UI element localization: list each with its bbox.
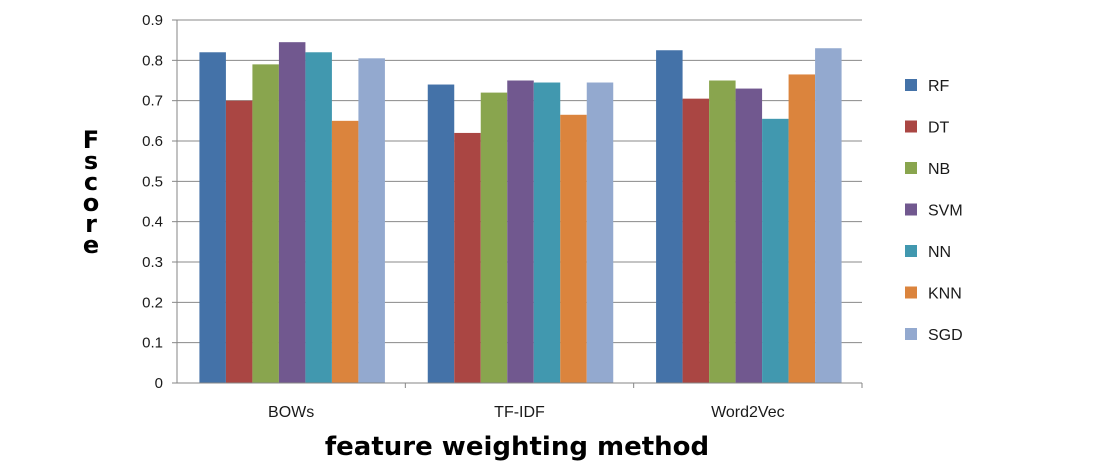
bar-dt-word2vec — [682, 98, 710, 384]
bar-nn-word2vec — [762, 118, 789, 384]
legend-label-nn: NN — [928, 244, 951, 261]
bar-rf-bows — [199, 52, 226, 384]
legend-label-sgd: SGD — [928, 327, 963, 344]
y-tick-label: 0.4 — [142, 214, 163, 231]
y-axis-title-letter: s — [84, 147, 98, 175]
y-tick-label: 0.3 — [142, 254, 163, 271]
legend-swatch-dt — [905, 120, 917, 133]
bar-svm-bows — [278, 42, 306, 383]
bar-nn-bows — [305, 52, 332, 384]
legend-swatch-svm — [905, 203, 917, 216]
bar-rf-tf-idf — [427, 84, 455, 384]
y-tick-label: 0.5 — [142, 173, 163, 190]
bar-svm-word2vec — [735, 88, 763, 384]
y-axis-title-letter: e — [83, 231, 99, 259]
bar-dt-bows — [225, 100, 253, 384]
legend-label-dt: DT — [928, 120, 950, 137]
y-tick-labels: 0 0.1 0.2 0.3 0.4 0.5 0.6 0.7 0.8 0.9 — [142, 12, 177, 392]
y-tick-label: 0.2 — [142, 294, 163, 311]
bar-sgd-tf-idf — [586, 82, 614, 384]
x-tick-label: Word2Vec — [711, 404, 785, 421]
y-axis-title-letter: o — [83, 189, 100, 217]
y-tick-label: 0 — [155, 375, 163, 392]
legend-label-knn: KNN — [928, 286, 962, 303]
x-tick-label: TF-IDF — [494, 404, 545, 421]
x-axis-title: feature weighting method — [325, 432, 709, 462]
bar-nb-tf-idf — [480, 92, 508, 383]
y-tick-label: 0.7 — [142, 93, 163, 110]
bar-knn-word2vec — [788, 74, 816, 383]
y-axis-title-letter: r — [85, 210, 97, 238]
legend-label-rf: RF — [928, 78, 950, 95]
y-axis-title-letter: c — [84, 168, 98, 196]
bar-sgd-bows — [358, 58, 385, 384]
bar-dt-tf-idf — [454, 132, 481, 383]
x-tick-labels: BOWs TF-IDF Word2Vec — [268, 383, 863, 421]
bar-rf-word2vec — [656, 50, 683, 383]
legend-swatch-nn — [905, 245, 917, 257]
axes — [176, 20, 862, 384]
legend-swatch-rf — [905, 79, 917, 91]
legend-swatch-knn — [905, 286, 917, 299]
legend-label-svm: SVM — [928, 203, 963, 220]
legend: RF DT NB SVM NN KNN SGD — [905, 78, 963, 344]
legend-swatch-nb — [905, 162, 917, 174]
x-tick-label: BOWs — [268, 404, 314, 421]
bar-knn-bows — [331, 120, 359, 383]
bar-nb-word2vec — [709, 80, 736, 383]
bar-svm-tf-idf — [507, 80, 534, 383]
bar-sgd-word2vec — [815, 48, 842, 383]
y-axis-title-letter: F — [83, 126, 99, 154]
bar-nb-bows — [252, 64, 279, 383]
bar-knn-tf-idf — [560, 114, 587, 384]
y-tick-label: 0.8 — [142, 52, 163, 69]
y-tick-label: 0.1 — [142, 335, 163, 352]
legend-label-nb: NB — [928, 161, 950, 178]
y-tick-label: 0.6 — [142, 133, 163, 150]
y-tick-label: 0.9 — [142, 12, 163, 29]
legend-swatch-sgd — [905, 328, 917, 340]
bar-nn-tf-idf — [533, 82, 561, 384]
bars-group — [199, 42, 842, 384]
